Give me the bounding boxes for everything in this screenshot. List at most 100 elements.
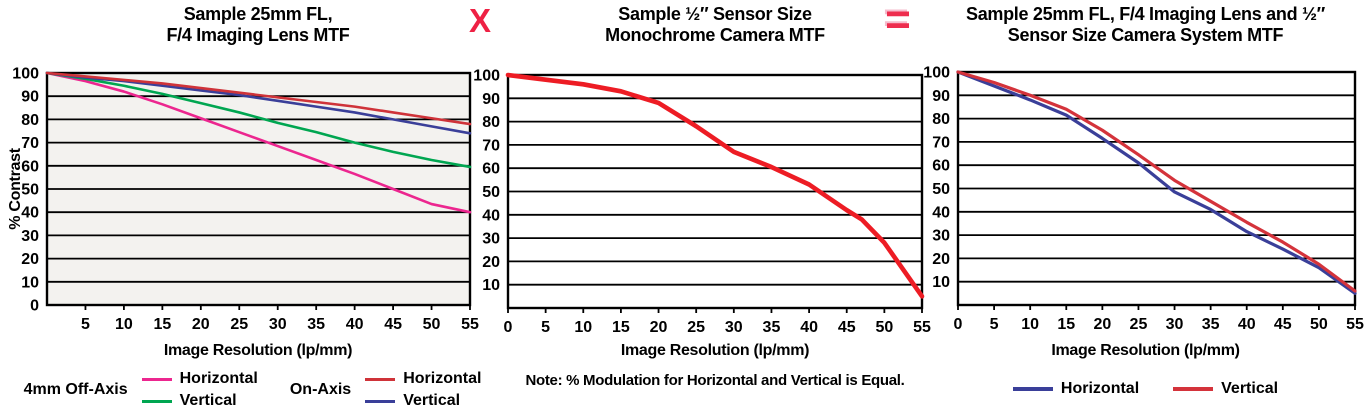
equals-operator: = — [885, 0, 911, 44]
x-tick-label: 35 — [307, 316, 325, 333]
y-tick-label: 70 — [482, 137, 500, 154]
chart1-title-line2: F/4 Imaging Lens MTF — [166, 25, 350, 45]
y-tick-label: 70 — [932, 134, 950, 151]
x-tick-label: 30 — [269, 316, 287, 333]
x-tick-label: 10 — [574, 319, 592, 336]
y-tick-label: 30 — [21, 228, 39, 245]
x-tick-label: 10 — [115, 316, 133, 333]
chart3-legend: Horizontal Vertical — [926, 380, 1365, 398]
y-tick-label: 90 — [21, 89, 39, 106]
y-tick-label: 60 — [21, 158, 39, 175]
y-tick-label: 100 — [12, 66, 39, 83]
x-tick-label: 10 — [1021, 316, 1039, 333]
x-tick-label: 0 — [504, 319, 513, 336]
x-tick-label: 25 — [1130, 316, 1148, 333]
x-tick-label: 5 — [990, 316, 999, 333]
x-tick-label: 5 — [541, 319, 550, 336]
y-tick-label: 50 — [932, 181, 950, 198]
x-tick-label: 30 — [1166, 316, 1184, 333]
legend-label: Vertical — [403, 392, 461, 409]
y-tick-label: 60 — [482, 161, 500, 178]
legend-group-off-axis-entries: Horizontal Vertical — [141, 370, 258, 410]
on-axis-horizontal-swatch — [365, 377, 396, 381]
y-tick-label: 20 — [482, 254, 500, 271]
chart2-title: Sample ½″ Sensor Size Monochrome Camera … — [495, 4, 935, 46]
series-line-horizontal-vertical — [505, 72, 925, 299]
system-mtf-plot: 0 5 10 15 20 25 30 35 40 45 50 55 10 20 30 40 50 60 70 80 90… — [923, 65, 1364, 334]
series-line-horizontal — [956, 70, 1357, 295]
chart3-title: Sample 25mm FL, F/4 Imaging Lens and ½″ … — [926, 4, 1365, 46]
off-axis-horizontal-swatch — [141, 377, 172, 381]
x-tick-label: 20 — [192, 316, 210, 333]
y-tick-label: 30 — [932, 228, 950, 245]
y-tick-label: 20 — [21, 251, 39, 268]
chart2-x-axis-label: Image Resolution (lp/mm) — [620, 342, 810, 359]
x-tick-label: 0 — [954, 316, 963, 333]
chart3-x-axis-label: Image Resolution (lp/mm) — [1051, 342, 1240, 359]
plot-frame — [45, 71, 472, 307]
system-vertical-swatch — [1173, 387, 1214, 391]
y-tick-label: 70 — [21, 135, 39, 152]
y-tick-label: 10 — [21, 274, 39, 291]
y-tick-label: 40 — [21, 205, 39, 222]
series-line-4mm-off-axis-vertical — [45, 71, 472, 169]
plot-frame — [956, 70, 1357, 307]
y-tick-label: 100 — [473, 68, 500, 85]
y-tick-label: 90 — [482, 91, 500, 108]
chart1-legend: 4mm Off-Axis Horizontal Vertical On-Axis… — [24, 370, 482, 410]
chart1-title-line1: Sample 25mm FL, — [183, 4, 333, 24]
y-tick-label: 10 — [482, 277, 500, 294]
chart2-title-line2: Monochrome Camera MTF — [605, 25, 825, 45]
x-tick-label: 40 — [800, 319, 818, 336]
plot-frame — [506, 73, 924, 310]
legend-label: Horizontal — [403, 370, 482, 387]
x-tick-label: 20 — [650, 319, 668, 336]
x-tick-label: 25 — [687, 319, 705, 336]
camera-mtf-plot: 0 5 10 15 20 25 30 35 40 45 50 55 10 20 30 40 50 60 70 80 90… — [473, 68, 931, 337]
chart3-title-line1: Sample 25mm FL, F/4 Imaging Lens and ½″ — [965, 4, 1325, 24]
y-tick-label: 50 — [21, 182, 39, 199]
x-tick-label: 45 — [1274, 316, 1292, 333]
chart1-title: Sample 25mm FL, F/4 Imaging Lens MTF — [38, 4, 478, 46]
chart2-note: Note: % Modulation for Horizontal and Ve… — [525, 372, 905, 389]
legend-label: Horizontal — [179, 370, 258, 387]
system-horizontal-swatch — [1012, 387, 1053, 391]
y-tick-label: 60 — [932, 158, 950, 175]
legend-item-off-axis-horizontal: Horizontal — [141, 370, 258, 388]
series-line-vertical — [956, 70, 1357, 293]
y-tick-label: 90 — [932, 88, 950, 105]
legend-item-horizontal: Horizontal — [1012, 380, 1140, 398]
chart2-title-line1: Sample ½″ Sensor Size — [618, 4, 812, 24]
x-tick-label: 45 — [384, 316, 402, 333]
y-tick-label: 10 — [932, 274, 950, 291]
x-tick-label: 15 — [612, 319, 630, 336]
x-tick-label: 50 — [1310, 316, 1328, 333]
legend-label: Horizontal — [1060, 380, 1140, 397]
x-tick-label: 55 — [913, 319, 931, 336]
y-tick-label: 40 — [482, 207, 500, 224]
x-tick-label: 40 — [1238, 316, 1256, 333]
x-tick-label: 15 — [153, 316, 171, 333]
y-tick-label: 80 — [21, 112, 39, 129]
x-tick-label: 55 — [1346, 316, 1364, 333]
chart3-title-line2: Sensor Size Camera System MTF — [1007, 25, 1284, 45]
multiply-operator: X — [468, 2, 491, 39]
legend-item-vertical: Vertical — [1173, 380, 1278, 398]
x-tick-label: 25 — [230, 316, 248, 333]
series-line-on-axis-horizontal — [45, 71, 472, 126]
y-tick-label: 30 — [482, 231, 500, 248]
legend-item-off-axis-vertical: Vertical — [141, 392, 258, 410]
y-tick-label: 40 — [932, 204, 950, 221]
y-tick-label: 80 — [482, 114, 500, 131]
legend-label: Vertical — [179, 392, 237, 409]
legend-item-on-axis-vertical: Vertical — [365, 392, 481, 410]
x-tick-label: 50 — [423, 316, 441, 333]
x-tick-label: 50 — [875, 319, 893, 336]
x-tick-label: 35 — [1202, 316, 1220, 333]
x-tick-label: 45 — [838, 319, 856, 336]
legend-group-on-axis-label: On-Axis — [289, 381, 352, 398]
lens-mtf-plot: 5 10 15 20 25 30 35 40 45 50 55 0 10 20 30 40 50 60 70 80 90… — [12, 66, 479, 334]
legend-group-on-axis-entries: Horizontal Vertical — [365, 370, 481, 410]
series-line-4mm-off-axis-horizontal — [45, 71, 472, 214]
